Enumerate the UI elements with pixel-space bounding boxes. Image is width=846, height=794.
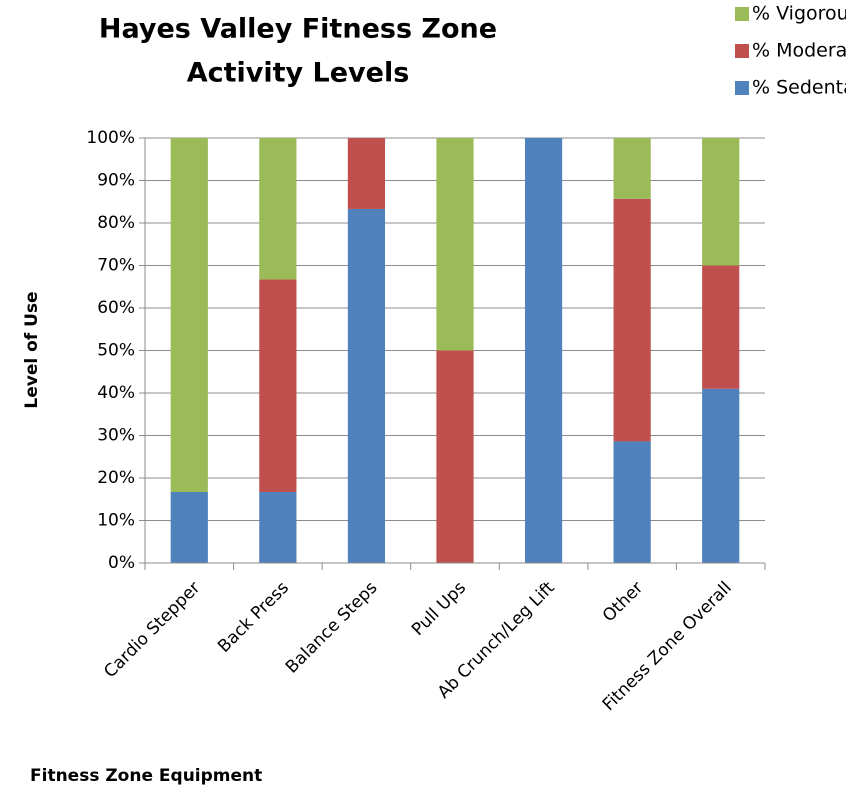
x-tick-label: Other	[599, 578, 647, 626]
x-axis-title: Fitness Zone Equipment	[30, 766, 262, 786]
bar-segment	[436, 138, 474, 351]
y-tick-label: 70%	[97, 256, 135, 276]
y-axis-title: Level of Use	[22, 291, 42, 408]
y-tick-label: 40%	[97, 383, 135, 403]
chart-title: Activity Levels	[187, 58, 410, 89]
legend-swatch	[735, 7, 749, 21]
y-tick-label: 0%	[108, 553, 135, 573]
bar-segment	[702, 138, 740, 266]
legend-label: % Vigorous	[752, 3, 846, 25]
x-tick-label: Back Press	[214, 578, 293, 657]
bar-segment	[259, 138, 297, 280]
y-tick-label: 100%	[86, 128, 135, 148]
bar-segment	[259, 492, 297, 563]
legend-swatch	[735, 44, 749, 58]
bar-segment	[170, 492, 208, 563]
legend-label: % Moderate	[752, 40, 846, 62]
x-tick-label: Balance Steps	[282, 578, 382, 678]
bar-segment	[347, 138, 386, 209]
y-tick-label: 30%	[97, 426, 135, 446]
bar-segment	[702, 265, 740, 389]
bar-segment	[436, 350, 474, 563]
bar-segment	[170, 138, 208, 493]
y-tick-label: 80%	[97, 213, 135, 233]
y-tick-label: 60%	[97, 298, 135, 318]
x-tick-label: Cardio Stepper	[100, 578, 204, 682]
bar-segment	[613, 198, 651, 442]
y-tick-label: 20%	[97, 468, 135, 488]
chart-title: Hayes Valley Fitness Zone	[99, 14, 497, 45]
x-tick-label: Pull Ups	[408, 578, 470, 640]
legend-label: % Sedentary	[752, 77, 846, 99]
bar-segment	[702, 388, 740, 563]
y-tick-label: 10%	[97, 511, 135, 531]
bar-segment	[524, 138, 563, 563]
bar-segment	[613, 441, 651, 563]
bar-segment	[613, 138, 651, 199]
bar-segment	[347, 208, 386, 563]
legend-swatch	[735, 81, 749, 95]
bar-segment	[259, 279, 297, 493]
y-tick-label: 50%	[97, 341, 135, 361]
y-tick-label: 90%	[97, 171, 135, 191]
